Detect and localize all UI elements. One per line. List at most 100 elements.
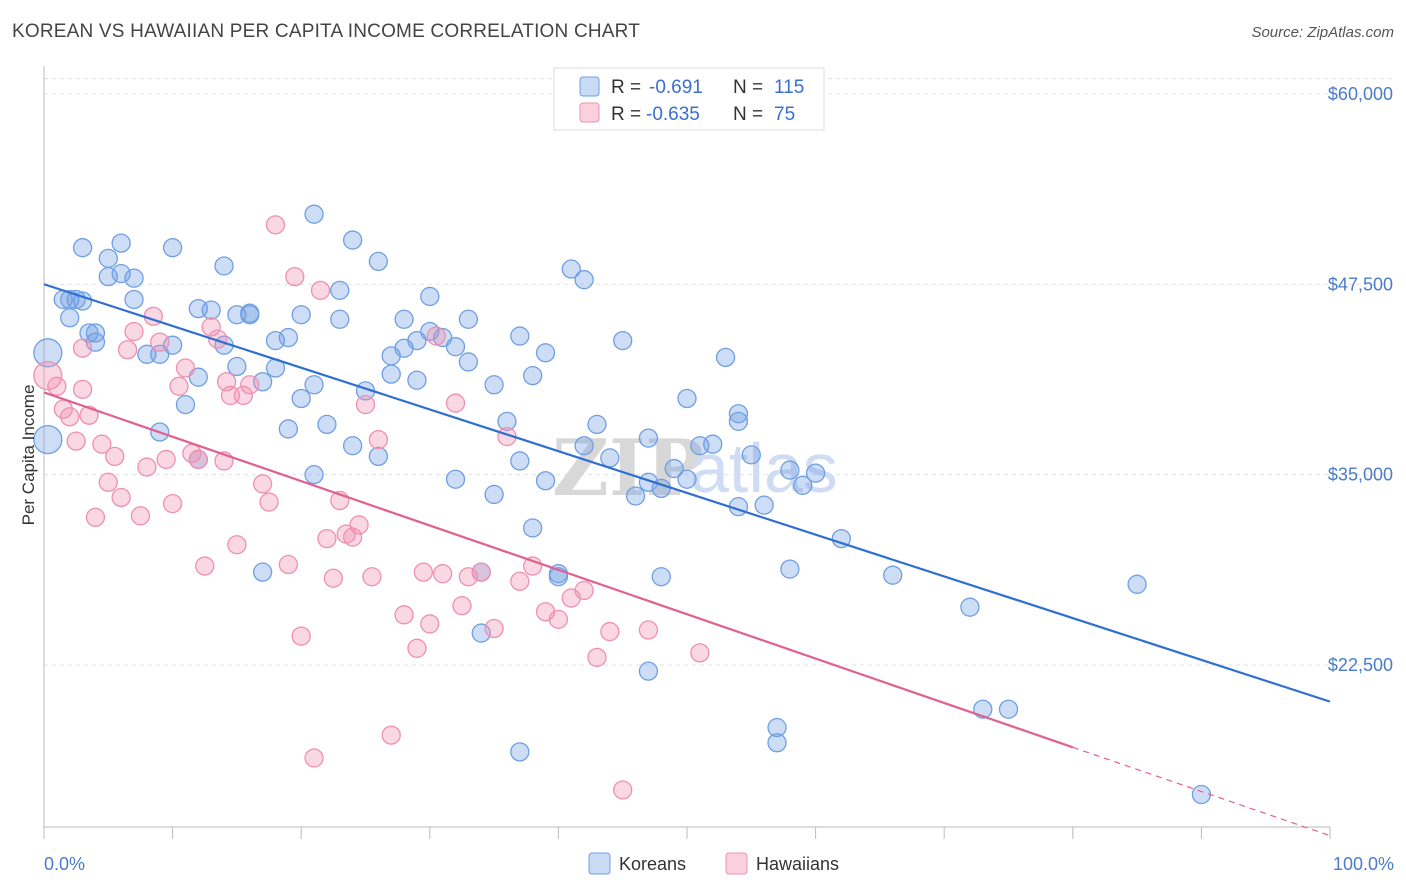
bottom-legend-swatch-korean xyxy=(588,852,611,875)
hawaiian-point-11 xyxy=(105,446,125,467)
korean-point-34 xyxy=(278,327,298,348)
korean-point-37 xyxy=(291,388,311,409)
legend-hawaiian-n-value: 75 xyxy=(774,104,795,125)
y-tick-label-1: $35,000 xyxy=(1328,465,1393,485)
hawaiian-point-71 xyxy=(638,620,659,640)
legend-hawaiian-n-label: N = xyxy=(733,104,763,125)
korean-point-5 xyxy=(72,238,93,258)
hawaiian-point-6 xyxy=(72,379,93,400)
korean-point-64 xyxy=(484,375,504,395)
korean-point-41 xyxy=(317,414,337,435)
hawaiian-point-42 xyxy=(323,568,344,588)
hawaiian-point-33 xyxy=(252,474,273,494)
hawaiian-point-69 xyxy=(600,621,620,642)
hawaiian-point-59 xyxy=(471,562,491,582)
legend-korean-n-value: 115 xyxy=(774,77,804,98)
korean-point-90 xyxy=(677,388,697,409)
hawaiian-point-37 xyxy=(285,266,305,287)
y-tick-label-2: $47,500 xyxy=(1328,274,1393,294)
korean-point-58 xyxy=(445,337,466,357)
korean-point-66 xyxy=(497,411,517,431)
chart-title: KOREAN VS HAWAIIAN PER CAPITA INCOME COR… xyxy=(12,21,641,42)
korean-point-1 xyxy=(33,424,63,455)
y-tick-labels: $22,500 $35,000 $47,500 $60,000 xyxy=(1328,84,1393,675)
hawaiian-point-31 xyxy=(233,385,253,406)
y-tick-label-0: $22,500 xyxy=(1328,655,1393,675)
hawaiian-point-25 xyxy=(195,556,215,576)
korean-point-31 xyxy=(252,562,273,582)
hawaiian-point-48 xyxy=(362,567,382,587)
korean-point-0 xyxy=(33,338,63,368)
korean-point-13 xyxy=(124,268,144,288)
legend-korean-r-value: -0.691 xyxy=(649,77,703,98)
hawaiian-point-51 xyxy=(394,605,414,625)
korean-point-105 xyxy=(831,528,851,549)
x-tick-label-min: 0.0% xyxy=(44,854,85,874)
korean-point-82 xyxy=(625,486,646,506)
y-axis-label: Per Capita Income xyxy=(19,385,38,526)
legend-swatch-korean xyxy=(579,76,600,97)
bottom-legend-korean: Koreans xyxy=(619,854,686,874)
hawaiian-point-3 xyxy=(60,407,80,427)
hawaiian-point-10 xyxy=(98,472,118,492)
korean-point-76 xyxy=(561,259,581,279)
korean-point-39 xyxy=(304,375,324,395)
hawaiian-trend-line xyxy=(43,391,1074,749)
hawaiian-point-5 xyxy=(72,338,93,358)
korean-point-107 xyxy=(960,597,980,617)
korean-point-83 xyxy=(638,428,659,448)
korean-point-87 xyxy=(651,567,671,587)
hawaiian-point-41 xyxy=(317,528,337,549)
hawaiian-point-70 xyxy=(613,780,633,800)
korean-point-23 xyxy=(201,300,221,320)
watermark-atlas: atlas xyxy=(690,429,838,507)
korean-point-72 xyxy=(535,343,556,363)
legend: R = -0.691 N = 115 R = -0.635 N = 75 xyxy=(553,67,825,131)
korean-point-85 xyxy=(638,661,659,681)
korean-point-80 xyxy=(600,448,620,468)
korean-point-104 xyxy=(805,463,826,483)
korean-point-67 xyxy=(510,326,530,346)
x-tick-label-max: 100.0% xyxy=(1333,854,1394,874)
hawaiian-point-36 xyxy=(278,554,298,575)
korean-point-45 xyxy=(342,230,363,250)
korean-point-53 xyxy=(407,370,427,390)
korean-point-89 xyxy=(677,469,697,489)
korean-point-99 xyxy=(767,733,787,753)
hawaiian-point-38 xyxy=(291,626,311,646)
hawaiian-point-56 xyxy=(445,393,466,413)
bottom-legend-hawaiian: Hawaiians xyxy=(756,854,839,874)
hawaiian-point-19 xyxy=(156,449,176,470)
korean-point-70 xyxy=(523,365,543,386)
korean-point-42 xyxy=(330,280,350,300)
korean-point-51 xyxy=(394,309,414,329)
korean-point-73 xyxy=(535,471,556,491)
korean-point-98 xyxy=(754,495,774,515)
korean-point-78 xyxy=(574,436,594,456)
hawaiian-point-7 xyxy=(79,405,99,425)
legend-hawaiian-r-label: R = xyxy=(611,104,641,125)
hawaiian-point-47 xyxy=(355,394,376,415)
korean-point-29 xyxy=(240,303,260,323)
korean-point-102 xyxy=(780,460,800,480)
hawaiian-point-15 xyxy=(130,506,151,526)
korean-point-93 xyxy=(715,347,736,368)
source-label: Source: ZipAtlas.com xyxy=(1251,24,1394,41)
korean-point-103 xyxy=(793,475,813,495)
watermark-zip: ZIP xyxy=(552,423,704,514)
hawaiian-point-8 xyxy=(85,507,106,527)
hawaiian-point-26 xyxy=(201,317,221,337)
korean-point-79 xyxy=(587,414,607,435)
hawaiian-point-52 xyxy=(407,638,427,658)
hawaiian-point-55 xyxy=(433,564,453,584)
hawaiian-point-32 xyxy=(240,375,260,395)
hawaiian-point-39 xyxy=(304,748,324,768)
korean-point-59 xyxy=(445,469,466,489)
korean-point-68 xyxy=(510,451,530,471)
korean-point-81 xyxy=(613,330,633,351)
hawaiian-point-50 xyxy=(381,725,401,745)
korean-point-17 xyxy=(162,238,183,258)
korean-point-36 xyxy=(291,305,311,325)
korean-trend-line xyxy=(43,283,1331,703)
